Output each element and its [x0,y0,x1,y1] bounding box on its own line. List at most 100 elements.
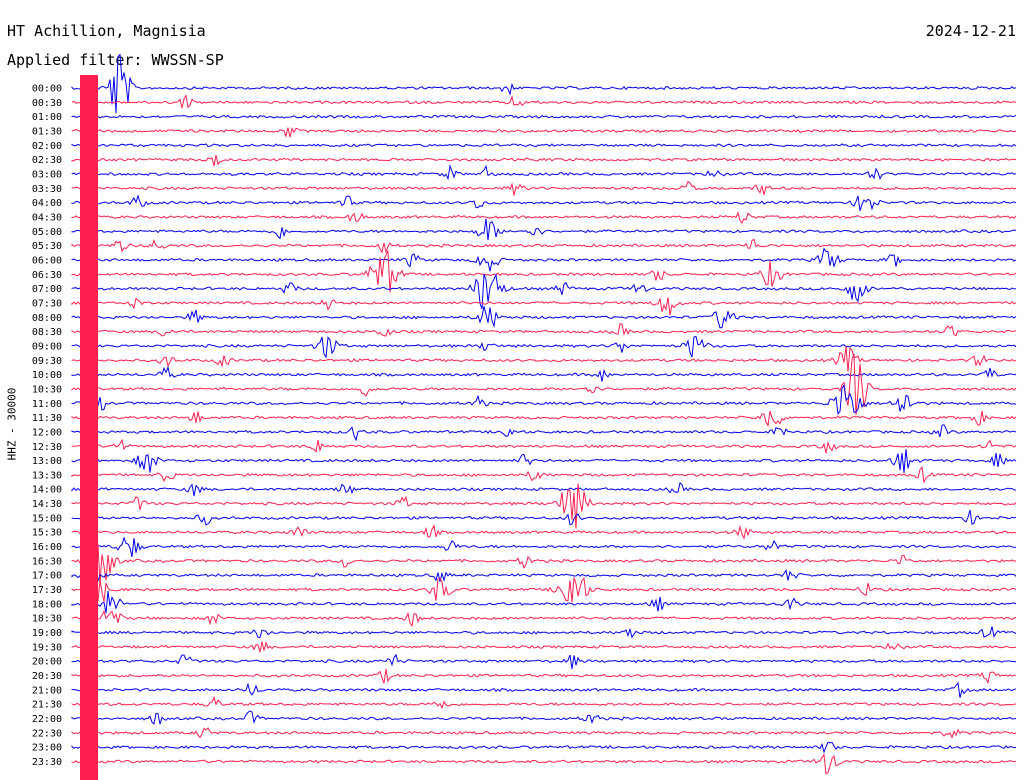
row-time-label: 01:00 [32,112,62,123]
row-time-label: 10:30 [32,384,62,395]
trace-line [71,641,1017,653]
row-time-label: 01:30 [32,126,62,137]
trace-line [71,424,1017,442]
row-time-label: 18:00 [32,599,62,610]
row-time-label: 02:00 [32,141,62,152]
row-time-label: 22:00 [32,714,62,725]
row-time-label: 16:00 [32,542,62,553]
row-time-label: 22:30 [32,728,62,739]
row-time-label: 12:00 [32,427,62,438]
trace-line [71,353,1017,416]
trace-line [71,194,1017,211]
trace-line [71,576,1017,603]
row-time-label: 20:30 [32,671,62,682]
trace-line [71,466,1017,484]
trace-line [71,250,1017,293]
trace-line [71,365,1017,382]
filter-label: Applied filter: WWSSN-SP [7,51,224,69]
station-title: HT Achillion, Magnisia [7,22,206,40]
trace-line [71,483,1017,529]
trace-line [71,297,1017,316]
trace-line [71,346,1017,372]
trace-line [71,741,1017,754]
trace-line [71,218,1017,241]
trace-line [71,94,1017,109]
row-time-label: 04:30 [32,212,62,223]
trace-line [71,323,1017,337]
trace-line [71,449,1017,473]
trace-line [71,164,1017,181]
row-time-label: 19:30 [32,642,62,653]
row-time-label: 21:30 [32,700,62,711]
row-time-label: 23:30 [32,757,62,768]
row-time-label: 09:30 [32,356,62,367]
trace-line [71,544,1017,585]
trace-line [71,753,1017,775]
row-time-label: 19:00 [32,628,62,639]
trace-line [71,154,1017,167]
trace-line [71,306,1017,329]
row-time-label: 00:30 [32,98,62,109]
trace-line [71,53,1017,114]
row-time-label: 03:00 [32,169,62,180]
row-time-label: 23:00 [32,743,62,754]
trace-line [71,568,1017,586]
trace-line [71,211,1017,224]
trace-line [71,247,1017,272]
trace-line [71,180,1017,196]
record-date: 2024-12-21 [925,22,1016,40]
trace-line [71,238,1017,254]
row-time-label: 09:00 [32,341,62,352]
row-time-label: 11:00 [32,399,62,410]
row-time-label: 00:00 [32,84,62,95]
trace-line [71,383,1017,415]
row-time-label: 17:30 [32,585,62,596]
row-time-label: 18:30 [32,614,62,625]
trace-line [71,438,1017,454]
row-time-label: 16:30 [32,556,62,567]
row-time-label: 08:30 [32,327,62,338]
trace-line [71,609,1017,627]
row-time-label: 21:00 [32,685,62,696]
trace-line [71,591,1017,614]
row-time-label: 17:00 [32,571,62,582]
row-time-label: 20:00 [32,657,62,668]
trace-line [71,509,1017,526]
trace-line [71,695,1017,710]
trace-line [71,273,1017,310]
row-time-label: 13:30 [32,470,62,481]
row-time-label: 15:30 [32,528,62,539]
row-time-label: 06:30 [32,270,62,281]
trace-line [71,481,1017,497]
trace-line [71,626,1017,639]
row-time-label: 11:30 [32,413,62,424]
row-time-label: 03:30 [32,184,62,195]
row-time-label: 07:00 [32,284,62,295]
trace-line [71,524,1017,540]
trace-line [71,668,1017,685]
row-time-label: 04:00 [32,198,62,209]
trace-line [71,335,1017,359]
row-time-label: 10:00 [32,370,62,381]
trace-line [71,710,1017,725]
row-time-label: 05:30 [32,241,62,252]
row-time-label: 08:00 [32,313,62,324]
trace-line [71,536,1017,558]
trace-line [71,681,1017,698]
row-time-label: 12:30 [32,442,62,453]
trace-line [71,143,1017,148]
trace-line [71,727,1017,739]
row-time-label: 07:30 [32,298,62,309]
row-time-label: 15:00 [32,513,62,524]
saturated-signal-band [80,75,98,780]
row-time-label: 14:00 [32,485,62,496]
trace-line [71,653,1017,669]
row-time-label: 14:30 [32,499,62,510]
row-time-label: 13:00 [32,456,62,467]
row-time-label: 05:00 [32,227,62,238]
trace-line [71,114,1017,119]
row-time-label: 06:00 [32,255,62,266]
row-time-label: 02:30 [32,155,62,166]
trace-line [71,127,1017,138]
